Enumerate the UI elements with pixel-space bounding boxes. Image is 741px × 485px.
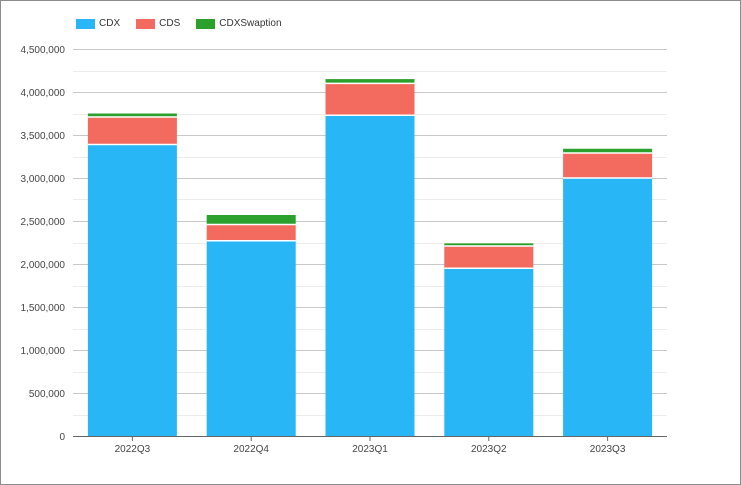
bar-cdx-2023q1[interactable] — [325, 115, 415, 436]
y-tick-label: 0 — [59, 432, 65, 443]
legend-swatch-cdxswaption — [196, 18, 216, 29]
y-tick-label: 4,500,000 — [21, 45, 66, 56]
bars — [87, 79, 653, 436]
bar-cds-2023q1[interactable] — [325, 83, 415, 116]
legend-label-cdxswaption: CDXSwaption — [219, 18, 282, 29]
y-tick-label: 500,000 — [29, 389, 66, 400]
legend-item-cds[interactable]: CDS — [136, 18, 180, 29]
bar-cds-2023q2[interactable] — [444, 245, 534, 269]
tick-labels: 0 500,000 1,000,000 1,500,000 2,000,000 2,500… — [21, 45, 626, 455]
legend-swatch-cds — [136, 18, 156, 29]
legend-swatch-cdx — [76, 18, 95, 29]
bar-cdxswaption-2023q3[interactable] — [563, 148, 653, 154]
x-tick-label: 2022Q4 — [233, 444, 269, 455]
bar-cds-2023q3[interactable] — [563, 153, 653, 178]
bar-cdxswaption-2023q2[interactable] — [444, 243, 534, 246]
bar-cds-2022q3[interactable] — [87, 116, 177, 145]
y-tick-label: 1,500,000 — [21, 303, 66, 314]
x-tick-label: 2023Q3 — [590, 444, 626, 455]
bar-cdxswaption-2022q4[interactable] — [206, 214, 296, 225]
bar-cdx-2023q2[interactable] — [444, 268, 534, 436]
y-tick-label: 3,000,000 — [21, 174, 66, 185]
legend-item-cdxswaption[interactable]: CDXSwaption — [196, 18, 282, 29]
x-tick-label: 2023Q1 — [352, 444, 388, 455]
y-tick-label: 4,000,000 — [21, 88, 66, 99]
y-tick-label: 1,000,000 — [21, 346, 66, 357]
bar-cds-2022q4[interactable] — [206, 224, 296, 241]
axes — [73, 436, 667, 441]
chart-legend: CDX CDS CDXSwaption — [76, 18, 282, 29]
bar-cdx-2023q3[interactable] — [563, 178, 653, 436]
legend-label-cds: CDS — [159, 18, 181, 29]
bar-cdx-2022q3[interactable] — [87, 144, 177, 436]
y-tick-label: 2,000,000 — [21, 260, 66, 271]
x-tick-label: 2023Q2 — [471, 444, 507, 455]
bar-cdxswaption-2023q1[interactable] — [325, 79, 415, 84]
legend-item-cdx[interactable]: CDX — [76, 18, 120, 29]
y-tick-label: 3,500,000 — [21, 131, 66, 142]
bar-cdx-2022q4[interactable] — [206, 240, 296, 436]
bar-cdxswaption-2022q3[interactable] — [87, 113, 177, 117]
y-tick-label: 2,500,000 — [21, 217, 66, 228]
legend-label-cdx: CDX — [99, 18, 121, 29]
x-tick-label: 2022Q3 — [115, 444, 151, 455]
